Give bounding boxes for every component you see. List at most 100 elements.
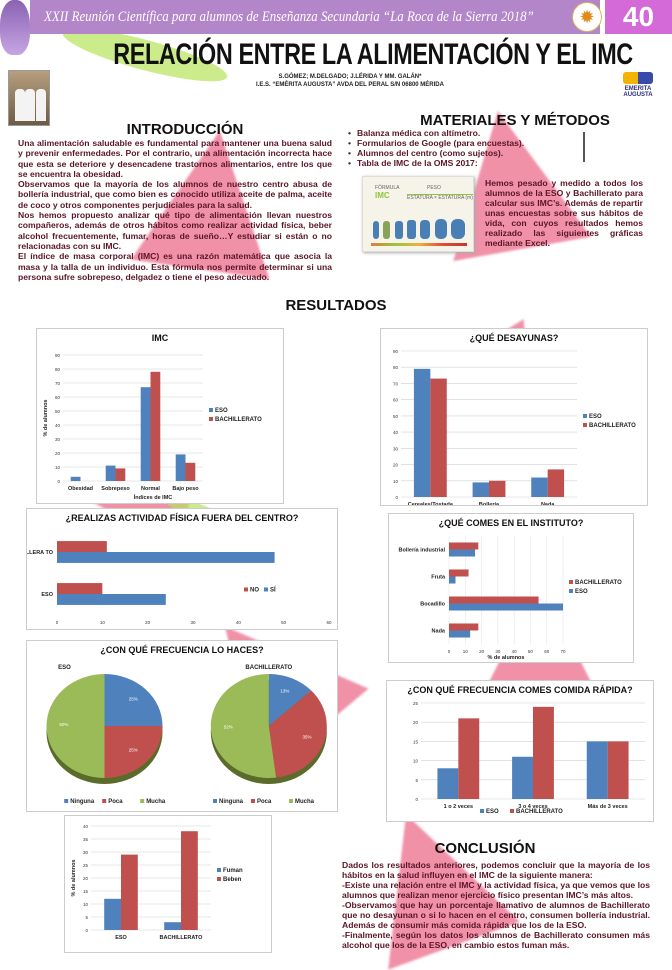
bar-fuman [104, 898, 121, 930]
pie-slice-ninguna [104, 674, 163, 726]
bar-bachillerato [458, 718, 480, 799]
sun-seal-logo: ✹ [572, 2, 602, 32]
chart-title: ¿REALIZAS ACTIVIDAD FÍSICA FUERA DEL CEN… [66, 513, 299, 523]
legend-swatch [251, 799, 255, 803]
event-header: XXII Reunión Científica para alumnos de … [30, 0, 600, 34]
bar-eso [472, 482, 489, 497]
legend-label: Poca [108, 799, 123, 805]
legend-swatch [264, 587, 268, 592]
y-tick-label: 40 [393, 430, 399, 435]
legend-swatch [140, 799, 145, 803]
bar-eso [140, 387, 151, 481]
legend-label: ESO [215, 408, 228, 414]
bar-no [57, 541, 107, 552]
event-header-text: XXII Reunión Científica para alumnos de … [44, 9, 534, 25]
conclusion-heading: CONCLUSIÓN [434, 840, 536, 857]
pie-label: 25% [129, 696, 138, 701]
y-tick-label: 80 [393, 365, 399, 370]
y-tick-label: 0 [85, 928, 88, 933]
legend-swatch [480, 809, 484, 813]
x-category-label: Bollería [479, 502, 500, 505]
legend-swatch [583, 414, 587, 418]
bar-eso [70, 476, 81, 481]
bar-eso [175, 454, 186, 481]
poster-number: 40 [605, 0, 672, 34]
y-tick-label: 20 [393, 463, 399, 468]
x-tick-label: 0 [56, 620, 59, 625]
y-tick-label: 70 [393, 381, 399, 386]
bar-bachillerato [449, 542, 479, 550]
x-tick-label: 40 [512, 649, 518, 654]
pie-label: 50% [59, 722, 68, 727]
legend-swatch [217, 877, 221, 881]
y-tick-label: 10 [83, 902, 89, 907]
bar-bachillerato [430, 378, 447, 497]
y-tick-label: 0 [415, 797, 418, 802]
x-category-label: Cereales/Tostada [408, 502, 454, 505]
bar-sí [57, 594, 166, 605]
school-logo: EMERITA AUGUSTA [618, 72, 658, 98]
bar-eso [512, 756, 533, 799]
legend-swatch [583, 423, 587, 427]
legend-swatch [510, 809, 514, 813]
imc-table-image: FÓRMULA IMC PESO ESTATURA × ESTATURA (m) [362, 176, 474, 252]
legend-swatch [209, 408, 213, 412]
legend-swatch [569, 589, 573, 593]
y-tick-label: 30 [393, 446, 399, 451]
bar-no [57, 583, 103, 594]
legend-label: Ninguna [219, 799, 244, 805]
legend-label: Fuman [223, 868, 243, 874]
chart-title: ¿CON QUÉ FRECUENCIA LO HACES? [100, 645, 263, 655]
pie-title: BACHILLERATO [245, 665, 292, 671]
legend-label: BACHILLERATO [215, 417, 262, 423]
y-tick-label: 70 [55, 381, 61, 386]
y-tick-label: 25 [83, 863, 89, 868]
x-category-label: ESO [115, 935, 127, 941]
x-category-label: 1 o 2 veces [444, 804, 473, 810]
y-tick-label: 90 [55, 353, 61, 358]
event-logo [0, 0, 30, 55]
x-category-label: Nada [541, 502, 555, 505]
imc-chart: IMC 0 10 20 30 40 50 60 70 80 90 Obesidad Sobrepeso N… [36, 328, 284, 504]
chart-title: ¿QUÉ DESAYUNAS? [470, 333, 559, 343]
x-tick-label: 30 [190, 620, 196, 625]
y-tick-label: 20 [413, 720, 419, 725]
legend-label: Mucha [295, 799, 315, 805]
scale-icon [583, 132, 591, 162]
x-tick-label: 10 [463, 649, 469, 654]
conclusion-text: Dados los resultados anteriores, podemos… [342, 860, 650, 950]
bar-eso [105, 465, 116, 481]
y-category-label: ESO [41, 592, 53, 598]
y-category-label: Nada [432, 629, 446, 635]
team-photo [8, 70, 50, 126]
y-category-label: Bollería industrial [399, 548, 446, 554]
x-category-label: 3 o 4 veces [518, 804, 547, 810]
bar-eso [449, 549, 476, 557]
intro-text: Una alimentación saludable es fundamenta… [18, 138, 332, 282]
legend-swatch [102, 799, 107, 803]
x-category-label: BACHILLERATO [160, 935, 204, 941]
bar-eso [413, 368, 431, 497]
bar-eso [449, 576, 456, 584]
x-tick-label: 10 [100, 620, 106, 625]
x-tick-label: 50 [528, 649, 534, 654]
bar-eso [531, 477, 548, 497]
legend-label: ESO [575, 589, 588, 595]
legend-swatch [64, 799, 69, 803]
bar-beben [121, 854, 138, 930]
pie-slice-mucha [210, 674, 277, 778]
bar-bachillerato [449, 596, 539, 604]
bar-bachillerato [607, 741, 629, 799]
poster-title: RELACIÓN ENTRE LA ALIMENTACIÓN Y EL IMC [113, 38, 633, 71]
y-tick-label: 20 [83, 876, 89, 881]
x-tick-label: 0 [448, 649, 451, 654]
activity-frequency-pies: ¿CON QUÉ FRECUENCIA LO HACES? ESO 25% 25% 50… [26, 640, 338, 812]
x-tick-label: 60 [544, 649, 550, 654]
x-category-label: Más de 3 veces [588, 804, 628, 810]
bar-bachillerato [449, 569, 469, 577]
x-tick-label: 20 [145, 620, 151, 625]
pie-slice-poca [268, 690, 327, 778]
y-tick-label: 10 [55, 465, 61, 470]
y-tick-label: 40 [55, 423, 61, 428]
legend-label: NO [250, 587, 259, 593]
